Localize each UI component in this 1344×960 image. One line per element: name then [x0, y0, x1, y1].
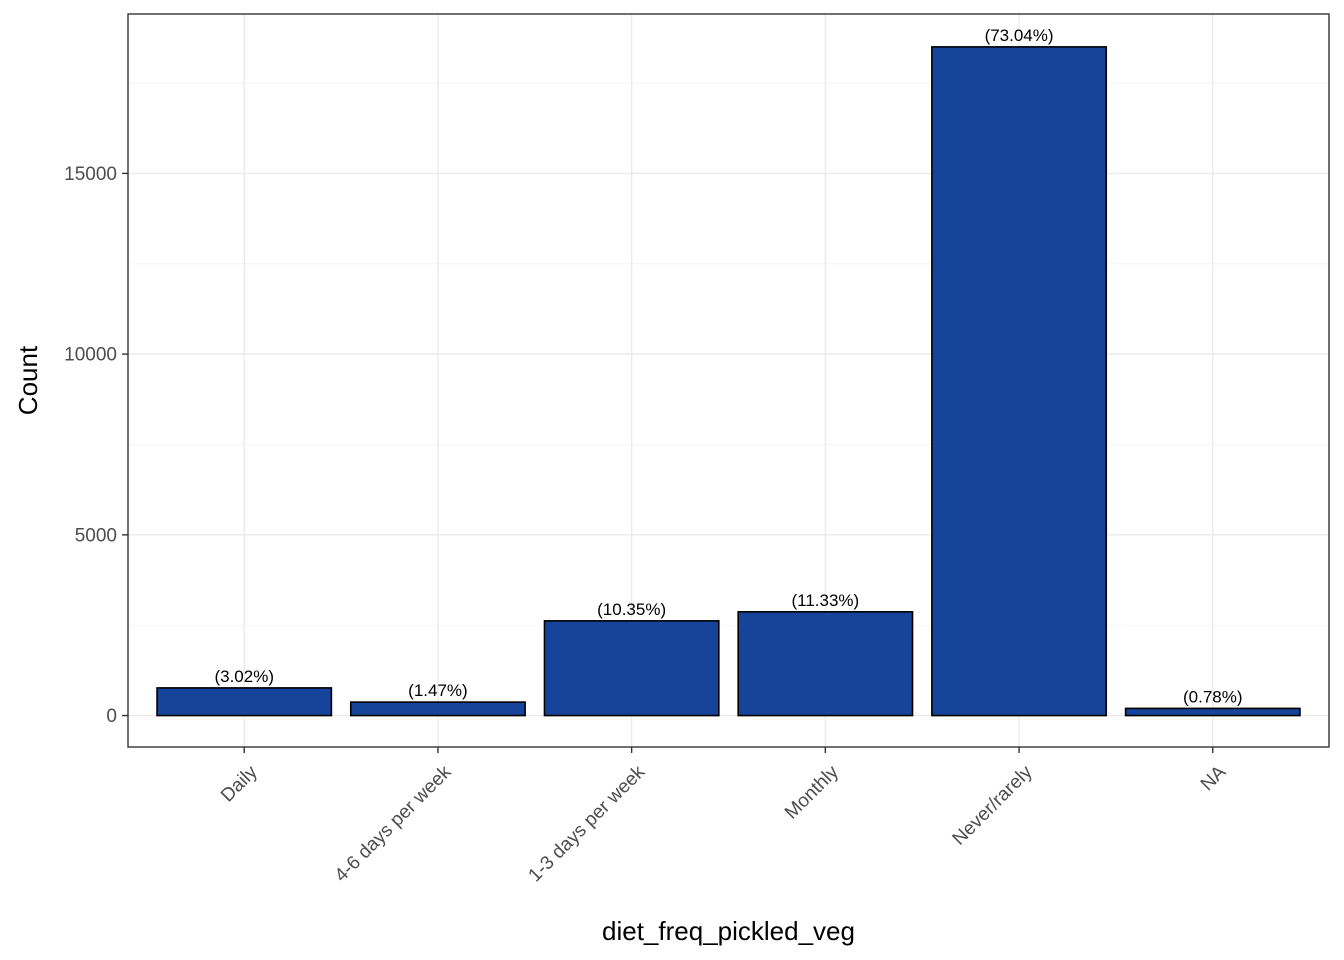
bar — [349, 701, 526, 717]
x-axis-title: diet_freq_pickled_veg — [602, 916, 855, 946]
bar — [1124, 707, 1301, 717]
bar — [737, 611, 914, 717]
bar-value-label: (0.78%) — [1183, 687, 1243, 706]
plot-panel — [128, 14, 1329, 747]
y-tick-label: 10000 — [64, 345, 117, 366]
bar-value-label: (1.47%) — [408, 681, 468, 700]
y-axis-title: Count — [13, 345, 43, 415]
bar — [543, 620, 720, 717]
bar — [931, 46, 1108, 717]
bar-value-label: (11.33%) — [791, 591, 859, 610]
bar-value-label: (10.35%) — [597, 600, 666, 619]
bars — [156, 46, 1301, 717]
y-tick-label: 5000 — [75, 525, 117, 546]
bar-labels: (3.02%) (1.47%) (10.35%) (11.33%) (73.04%) (0… — [214, 26, 1242, 707]
bar-value-label: (73.04%) — [985, 26, 1054, 45]
bar — [156, 687, 333, 717]
grid-lines — [128, 14, 1329, 747]
y-axis: 0 5000 10000 15000 — [64, 164, 128, 727]
bar-value-label: (3.02%) — [214, 667, 274, 686]
y-tick-label: 15000 — [64, 164, 117, 185]
y-tick-label: 0 — [106, 706, 117, 727]
panel-border — [127, 13, 1330, 748]
